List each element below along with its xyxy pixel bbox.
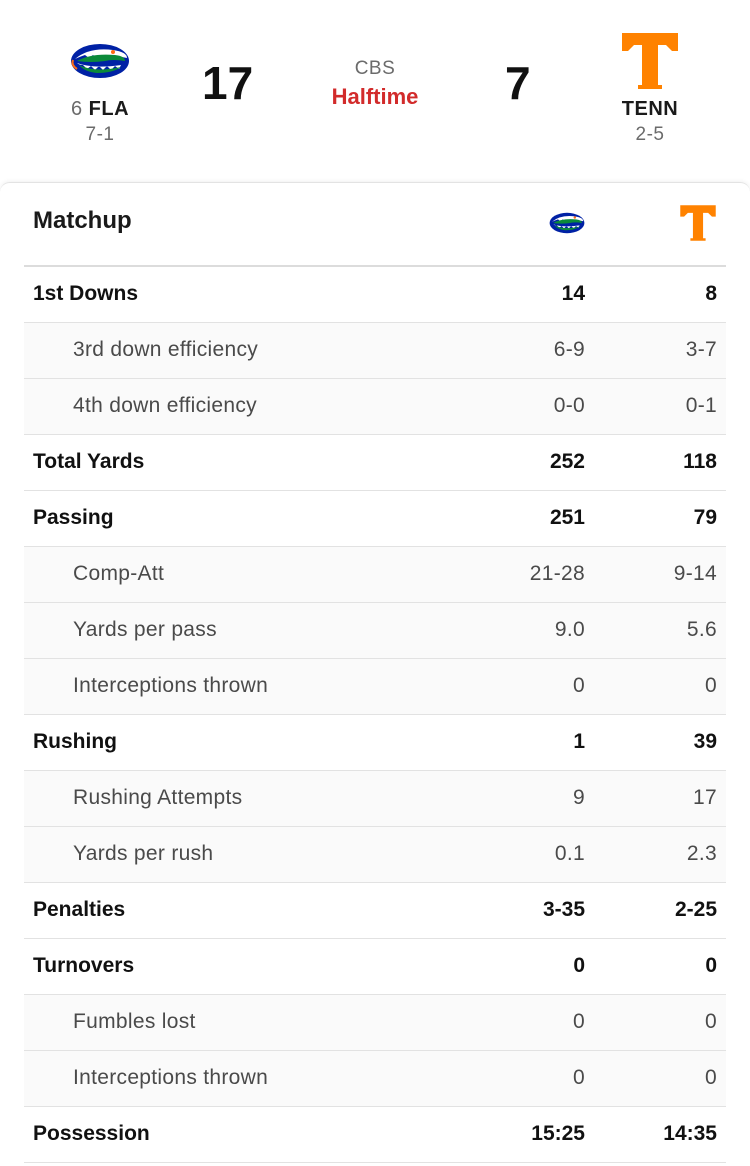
away-stat-value: 1 — [573, 730, 585, 753]
home-stat-value: 2-25 — [674, 898, 717, 921]
matchup-title: Matchup — [33, 207, 132, 234]
away-stat-value: 0-0 — [553, 394, 585, 417]
away-stat-value: 251 — [549, 506, 585, 529]
away-stat-value: 0 — [573, 1066, 585, 1089]
stat-label: Interceptions thrown — [73, 674, 269, 697]
away-stat-value: 9 — [573, 786, 585, 809]
stat-label: Rushing Attempts — [73, 786, 243, 809]
stat-row: Possession 15:25 14:35 — [24, 1107, 726, 1163]
stat-label: 4th down efficiency — [73, 394, 257, 417]
stat-label: Total Yards — [33, 450, 145, 473]
stat-label: Interceptions thrown — [73, 1066, 269, 1089]
matchup-card: Matchup 1st Downs 14 8 3rd down efficiency… — [0, 182, 750, 1166]
home-stat-value: 118 — [683, 450, 717, 473]
home-stat-value: 9-14 — [673, 562, 717, 585]
home-stat-value: 0 — [705, 674, 717, 697]
scoreboard-header: 6 FLA 7-1 17 CBS Halftime 7 TENN 2-5 — [0, 0, 750, 182]
team-abbreviation: FLA — [88, 98, 130, 120]
stat-label: 1st Downs — [33, 282, 139, 305]
away-stat-value: 0 — [573, 954, 585, 977]
stat-row: Passing 251 79 — [24, 491, 726, 547]
home-stat-value: 0 — [705, 954, 717, 977]
away-stat-value: 21-28 — [529, 562, 585, 585]
stat-label: Turnovers — [33, 954, 135, 977]
home-score: 7 — [505, 57, 531, 109]
home-team[interactable]: TENN 2-5 — [580, 30, 720, 146]
stat-row: 1st Downs 14 8 — [24, 267, 726, 323]
stat-label: Comp-Att — [73, 562, 165, 585]
stat-row: Comp-Att 21-28 9-14 — [24, 547, 726, 603]
home-stat-value: 79 — [693, 506, 717, 529]
team-record: 7-1 — [85, 124, 115, 145]
home-stat-value: 3-7 — [685, 338, 717, 361]
broadcast-network: CBS — [354, 58, 396, 79]
game-status: CBS Halftime — [300, 58, 450, 110]
away-score: 17 — [202, 57, 254, 109]
away-stat-value: 3-35 — [542, 898, 585, 921]
stat-label: Rushing — [33, 730, 117, 753]
stat-label: Yards per rush — [73, 842, 214, 865]
team-record: 2-5 — [635, 124, 665, 145]
stat-row: Yards per pass 9.0 5.6 — [24, 603, 726, 659]
stat-row: Interceptions thrown 0 0 — [24, 1051, 726, 1107]
away-stat-value: 15:25 — [531, 1122, 585, 1145]
gator-logo-icon — [30, 30, 170, 92]
home-stat-value: 39 — [693, 730, 717, 753]
power-t-logo-icon — [580, 30, 720, 92]
home-stat-value: 2.3 — [686, 842, 717, 865]
away-team[interactable]: 6 FLA 7-1 — [30, 30, 170, 146]
away-stat-value: 252 — [549, 450, 585, 473]
gator-logo-icon — [547, 203, 587, 243]
stat-label: Possession — [33, 1122, 150, 1145]
home-stat-value: 5.6 — [686, 618, 717, 641]
home-stat-value: 17 — [693, 786, 717, 809]
stat-row: Rushing Attempts 9 17 — [24, 771, 726, 827]
stat-row: Turnovers 0 0 — [24, 939, 726, 995]
team-rank: 6 — [70, 98, 83, 120]
stat-row: 3rd down efficiency 6-9 3-7 — [24, 323, 726, 379]
stat-row: Penalties 3-35 2-25 — [24, 883, 726, 939]
stat-row: Fumbles lost 0 0 — [24, 995, 726, 1051]
away-stat-value: 0.1 — [554, 842, 585, 865]
matchup-header: Matchup — [24, 183, 726, 267]
home-stat-value: 0 — [705, 1066, 717, 1089]
matchup-stats-table: 1st Downs 14 8 3rd down efficiency 6-9 3-7 4… — [24, 267, 726, 1163]
stat-label: Penalties — [33, 898, 126, 921]
away-stat-value: 14 — [561, 282, 585, 305]
stat-label: Fumbles lost — [73, 1010, 196, 1033]
away-stat-value: 6-9 — [553, 338, 585, 361]
game-period-status: Halftime — [331, 84, 419, 109]
home-stat-value: 0-1 — [685, 394, 717, 417]
stat-row: Interceptions thrown 0 0 — [24, 659, 726, 715]
stat-label: Yards per pass — [73, 618, 217, 641]
power-t-logo-icon — [678, 203, 718, 243]
away-stat-value: 0 — [573, 674, 585, 697]
home-stat-value: 0 — [705, 1010, 717, 1033]
away-stat-value: 9.0 — [554, 618, 585, 641]
away-stat-value: 0 — [573, 1010, 585, 1033]
stat-row: Yards per rush 0.1 2.3 — [24, 827, 726, 883]
stat-row: Total Yards 252 118 — [24, 435, 726, 491]
stat-row: 4th down efficiency 0-0 0-1 — [24, 379, 726, 435]
team-abbreviation: TENN — [621, 98, 679, 120]
home-stat-value: 8 — [705, 282, 717, 305]
stat-row: Rushing 1 39 — [24, 715, 726, 771]
home-stat-value: 14:35 — [663, 1122, 717, 1145]
stat-label: Passing — [33, 506, 114, 529]
stat-label: 3rd down efficiency — [73, 338, 259, 361]
